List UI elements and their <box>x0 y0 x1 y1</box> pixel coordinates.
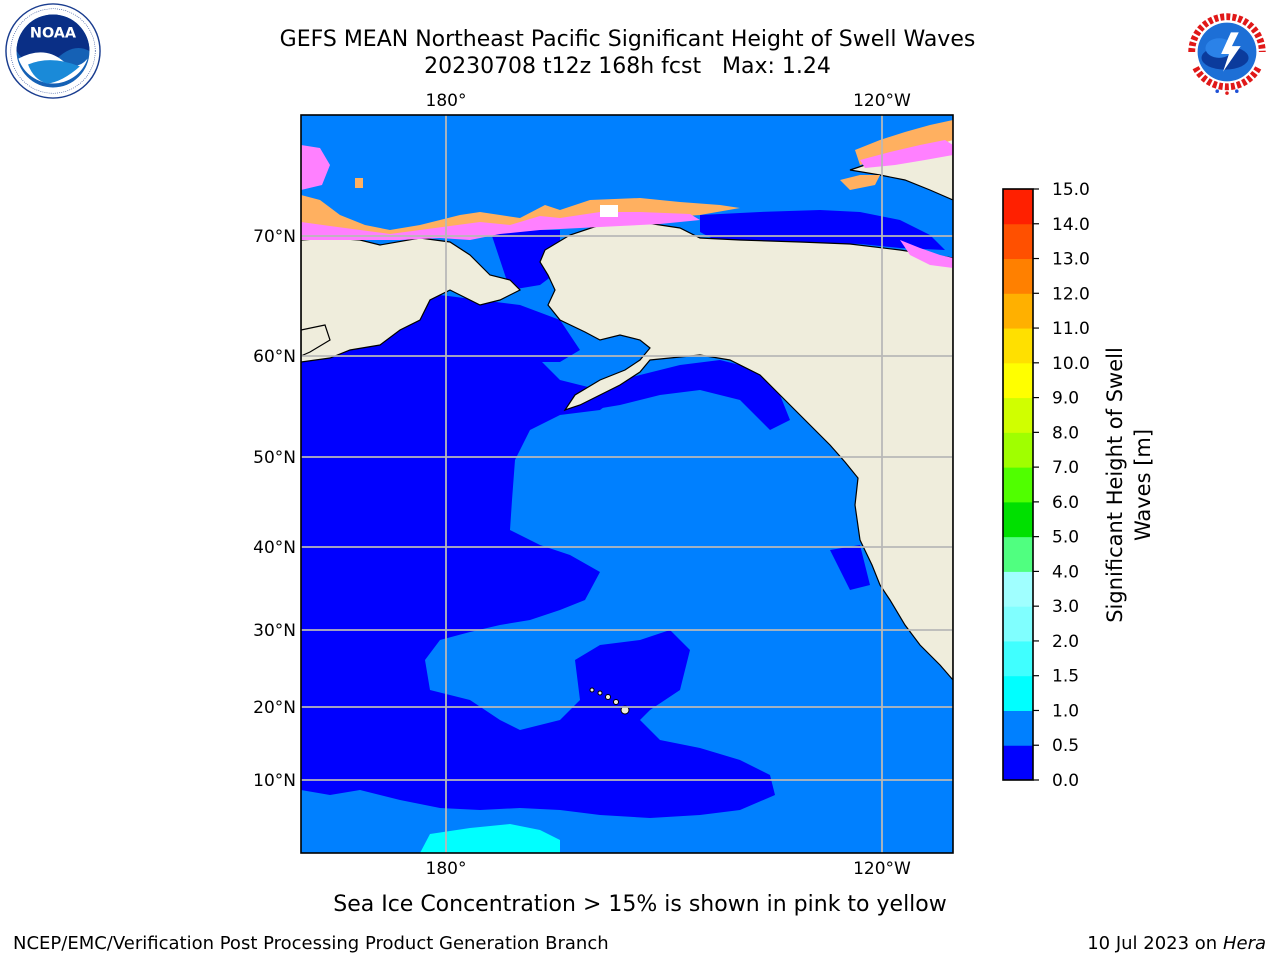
colorbar-swatch <box>1003 223 1033 260</box>
credit-right: 10 Jul 2023 on Hera <box>1087 933 1266 955</box>
noaa-logo-icon: NOAA <box>5 3 101 99</box>
colorbar-swatch <box>1003 467 1033 503</box>
svg-text:NOAA: NOAA <box>30 26 77 42</box>
colorbar-tick-label: 13.0 <box>1052 250 1090 270</box>
colorbar-title-line2: Waves [m] <box>1131 429 1155 541</box>
colorbar-swatch <box>1003 606 1033 642</box>
colorbar-swatch <box>1003 189 1033 225</box>
ocean-low-region <box>301 360 775 818</box>
colorbar-tick-label: 6.0 <box>1052 493 1079 513</box>
colorbar-tick-label: 15.0 <box>1052 180 1090 200</box>
colorbar-swatch <box>1003 745 1033 781</box>
colorbar-tick-label: 2.0 <box>1052 632 1079 652</box>
lon-label-top-180: 180° <box>426 91 467 111</box>
ocean-low-arctic <box>700 210 945 250</box>
colorbar-swatch <box>1003 710 1033 746</box>
sea-ice-note: Sea Ice Concentration > 15% is shown in … <box>333 892 947 917</box>
colorbar-title-line1: Significant Height of Swell <box>1103 347 1127 623</box>
colorbar-swatch <box>1003 397 1033 433</box>
lat-label-20n: 20°N <box>253 698 296 718</box>
hawaii-islands <box>589 687 630 715</box>
lon-label-bottom-120w: 120°W <box>853 859 911 879</box>
lat-label-60n: 60°N <box>253 347 296 367</box>
colorbar-swatch <box>1003 258 1033 294</box>
colorbar-swatch <box>1003 536 1033 572</box>
land-kamchatka <box>301 324 331 357</box>
ocean-low-chukchi <box>490 230 560 290</box>
lat-label-50n: 50°N <box>253 448 296 468</box>
colorbar-swatch <box>1003 640 1033 677</box>
map-panel <box>301 115 953 853</box>
credit-host: Hera <box>1222 933 1266 954</box>
credit-date: 10 Jul 2023 on <box>1087 933 1223 954</box>
credit-left: NCEP/EMC/Verification Post Processing Pr… <box>13 933 609 954</box>
colorbar-swatch <box>1003 328 1033 364</box>
chart-title: GEFS MEAN Northeast Pacific Significant … <box>279 27 976 52</box>
colorbar-tick-label: 7.0 <box>1052 458 1079 478</box>
sea-ice-layer <box>301 120 953 268</box>
colorbar-tick-label: 3.0 <box>1052 597 1079 617</box>
lon-label-top-120w: 120°W <box>853 91 911 111</box>
colorbar-tick-label: 11.0 <box>1052 319 1090 339</box>
colorbar-tick-label: 1.0 <box>1052 701 1079 721</box>
ocean-low-coast <box>830 545 870 590</box>
colorbar-tick-label: 8.0 <box>1052 423 1079 443</box>
colorbar: 0.0 0.5 1.0 1.5 2.0 3.0 4.0 5.0 6.0 7.0 8.0 9.0 10.0… <box>1002 180 1090 791</box>
colorbar-swatch <box>1003 362 1033 399</box>
colorbar-swatch <box>1003 501 1033 538</box>
colorbar-swatch <box>1003 432 1033 468</box>
lat-label-10n: 10°N <box>253 771 296 791</box>
colorbar-tick-label: 1.5 <box>1052 667 1079 687</box>
nws-logo-icon <box>1179 4 1275 100</box>
colorbar-swatch <box>1003 571 1033 607</box>
lat-label-30n: 30°N <box>253 621 296 641</box>
colorbar-tick-label: 10.0 <box>1052 354 1090 374</box>
colorbar-tick-label: 9.0 <box>1052 389 1079 409</box>
colorbar-tick-label: 4.0 <box>1052 562 1079 582</box>
ocean-high-region <box>420 824 560 853</box>
lon-label-bottom-180: 180° <box>426 859 467 879</box>
colorbar-tick-label: 14.0 <box>1052 215 1090 235</box>
colorbar-tick-label: 0.0 <box>1052 771 1079 791</box>
map-frame <box>300 114 954 854</box>
colorbar-tick-label: 0.5 <box>1052 736 1079 756</box>
land-siberia <box>301 237 522 363</box>
land-north-america <box>539 221 953 681</box>
lat-label-40n: 40°N <box>253 538 296 558</box>
colorbar-tick-label: 5.0 <box>1052 528 1079 548</box>
colorbar-swatch <box>1003 293 1033 329</box>
gridlines <box>301 115 953 853</box>
chart-subtitle: 20230708 t12z 168h fcst Max: 1.24 <box>424 54 831 79</box>
colorbar-frame <box>1002 188 1034 781</box>
colorbar-swatch <box>1003 675 1033 711</box>
colorbar-tick-label: 12.0 <box>1052 284 1090 304</box>
lat-label-70n: 70°N <box>253 227 296 247</box>
